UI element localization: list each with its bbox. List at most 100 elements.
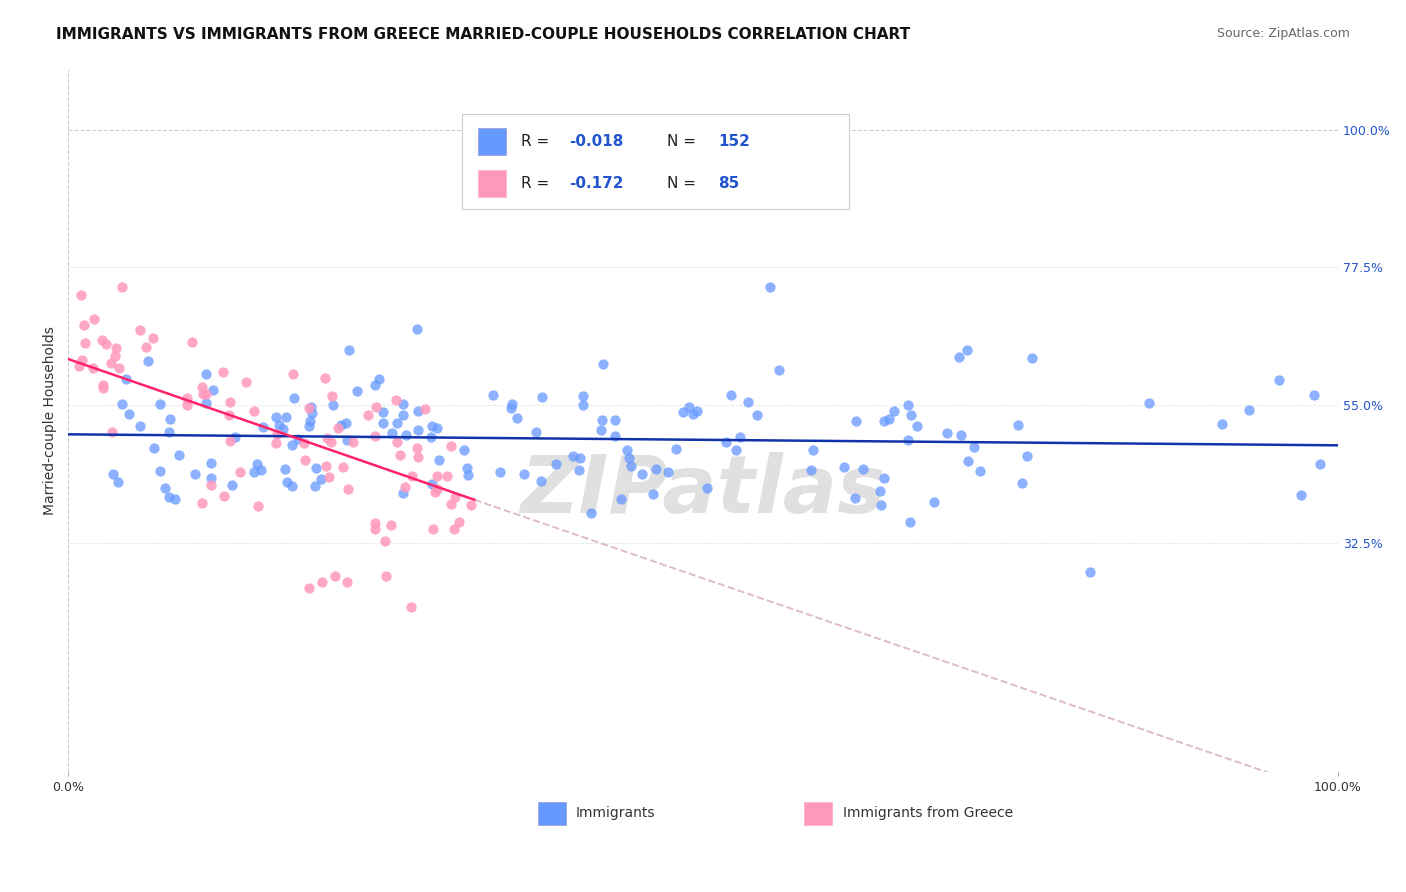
Point (1007, 417, 1029, 432)
Point (1302, 388, 1324, 402)
Point (869, 483, 891, 498)
Point (329, 417, 352, 432)
Point (246, 499, 269, 513)
Point (641, 487, 664, 501)
Point (686, 404, 709, 418)
Point (107, 475, 129, 489)
Bar (478, 128, 506, 154)
Point (427, 453, 450, 467)
Text: Immigrants from Greece: Immigrants from Greece (842, 806, 1012, 821)
Point (385, 393, 408, 408)
Point (905, 418, 928, 433)
Point (298, 419, 321, 434)
Point (897, 398, 920, 412)
Point (395, 428, 418, 442)
Point (273, 462, 295, 476)
Point (949, 427, 972, 442)
Point (420, 477, 443, 491)
Point (591, 424, 613, 438)
Point (844, 491, 866, 505)
Point (115, 372, 138, 386)
Point (264, 436, 287, 450)
Point (219, 394, 242, 409)
FancyBboxPatch shape (461, 114, 849, 210)
Point (898, 515, 921, 529)
Point (75, 335, 97, 350)
Point (696, 481, 718, 495)
Point (153, 481, 176, 495)
Point (276, 475, 298, 489)
Point (128, 418, 150, 433)
Point (311, 575, 333, 590)
Point (499, 401, 522, 415)
Point (1021, 351, 1043, 366)
Point (104, 341, 127, 355)
Point (897, 433, 920, 447)
Point (426, 468, 449, 483)
Point (392, 486, 415, 500)
Point (176, 391, 198, 405)
Point (298, 582, 321, 596)
Point (235, 375, 257, 389)
Point (280, 479, 302, 493)
Point (800, 463, 823, 477)
Point (364, 378, 387, 392)
Point (100, 356, 122, 370)
Point (620, 458, 643, 473)
Point (453, 443, 475, 458)
Point (163, 492, 186, 507)
Point (221, 477, 243, 491)
Point (335, 416, 357, 430)
Point (292, 436, 315, 450)
Point (298, 401, 321, 415)
Point (544, 458, 567, 472)
Point (266, 427, 288, 442)
Point (252, 420, 274, 434)
Text: -0.172: -0.172 (569, 176, 624, 191)
Point (672, 405, 695, 419)
Point (373, 405, 395, 419)
Point (364, 516, 387, 530)
Point (283, 391, 305, 405)
Point (200, 456, 222, 470)
Point (321, 389, 343, 403)
Point (616, 442, 638, 457)
Point (420, 418, 443, 433)
Point (294, 453, 316, 467)
Point (281, 368, 304, 382)
Point (869, 499, 891, 513)
Point (900, 408, 922, 422)
Point (482, 387, 505, 401)
Point (246, 458, 269, 472)
Point (167, 448, 190, 462)
Point (617, 451, 640, 466)
Point (488, 465, 510, 479)
Point (149, 397, 172, 411)
Point (758, 280, 780, 294)
Point (506, 410, 529, 425)
Point (392, 408, 415, 422)
Point (108, 361, 131, 376)
Point (176, 398, 198, 412)
Point (1291, 488, 1313, 502)
Point (969, 464, 991, 478)
Point (214, 489, 236, 503)
Point (443, 522, 465, 536)
Point (195, 396, 218, 410)
Point (195, 367, 218, 381)
Point (318, 470, 340, 484)
Point (530, 390, 553, 404)
Point (368, 372, 391, 386)
Point (406, 404, 429, 418)
Point (425, 484, 447, 499)
Point (364, 522, 387, 536)
Point (581, 506, 603, 520)
Point (568, 463, 591, 477)
Point (460, 498, 482, 512)
Text: 85: 85 (718, 176, 740, 191)
Point (200, 471, 222, 485)
Point (513, 467, 536, 481)
Bar (538, 802, 565, 825)
Point (228, 465, 250, 479)
Point (385, 434, 408, 449)
